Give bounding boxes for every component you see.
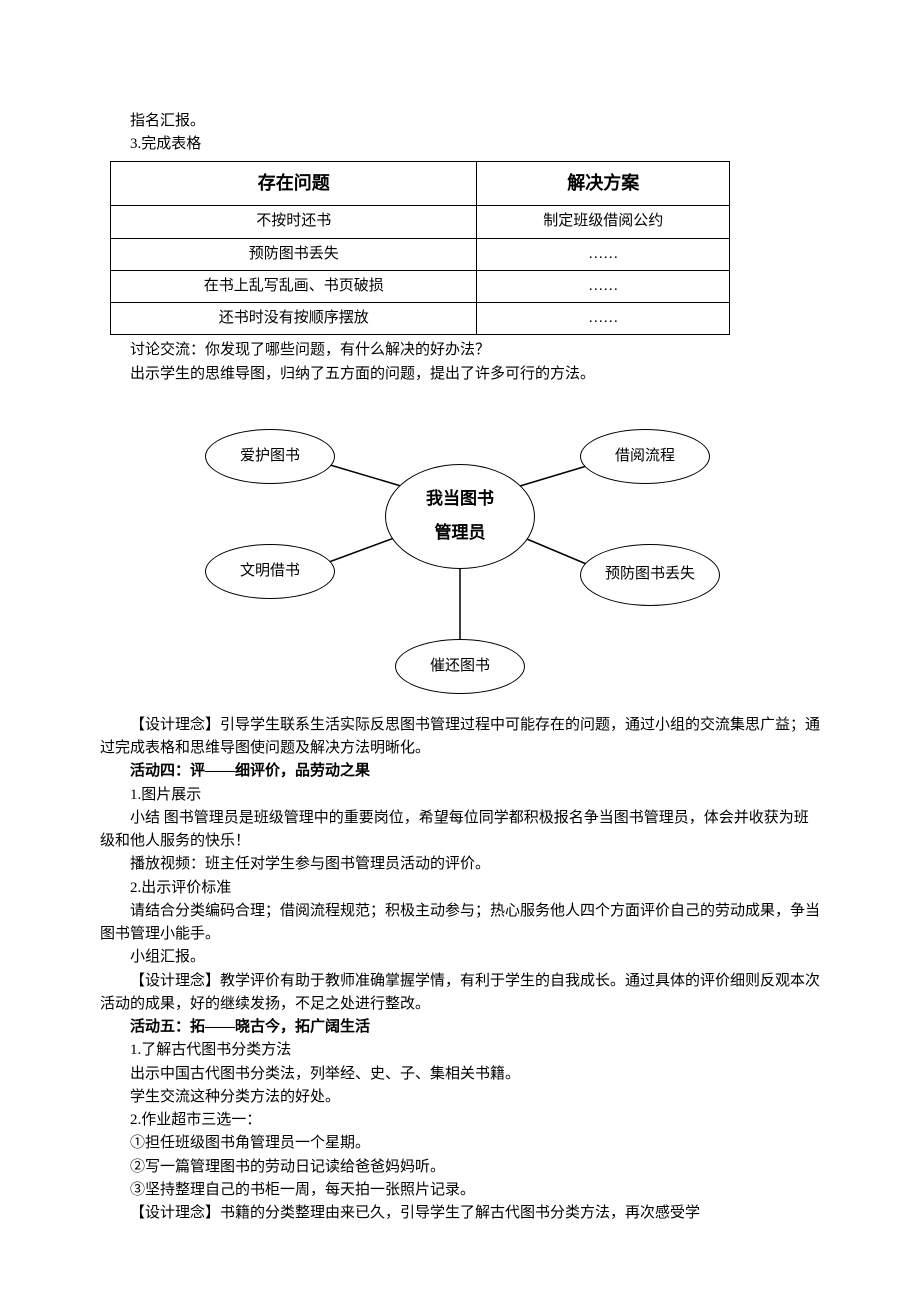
text-line: ②写一篇管理图书的劳动日记读给爸爸妈妈听。 xyxy=(100,1156,820,1179)
table-cell: 预防图书丢失 xyxy=(111,238,477,270)
text-line: 学生交流这种分类方法的好处。 xyxy=(100,1086,820,1109)
text-line: 小结 图书管理员是班级管理中的重要岗位，希望每位同学都积极报名争当图书管理员，体… xyxy=(100,807,820,854)
mindmap-node-bottom: 催还图书 xyxy=(395,639,525,694)
table-cell: …… xyxy=(477,303,730,335)
table-row: 还书时没有按顺序摆放 …… xyxy=(111,303,730,335)
problems-table: 存在问题 解决方案 不按时还书 制定班级借阅公约 预防图书丢失 …… 在书上乱写… xyxy=(110,161,730,336)
text-line: ①担任班级图书角管理员一个星期。 xyxy=(100,1132,820,1155)
mindmap-node-top-right: 借阅流程 xyxy=(580,429,710,484)
mindmap-node-mid-right: 预防图书丢失 xyxy=(580,544,720,606)
table-header-solution: 解决方案 xyxy=(477,161,730,206)
text-line: 3.完成表格 xyxy=(100,133,820,156)
text-line: ③坚持整理自己的书柜一周，每天拍一张照片记录。 xyxy=(100,1179,820,1202)
table-cell: …… xyxy=(477,238,730,270)
mindmap-node-mid-left: 文明借书 xyxy=(205,544,335,599)
mindmap-container: 我当图书 管理员 爱护图书 借阅流程 文明借书 预防图书丢失 催还图书 xyxy=(100,404,820,704)
table-cell: 还书时没有按顺序摆放 xyxy=(111,303,477,335)
text-line: 小组汇报。 xyxy=(100,946,820,969)
text-line: 播放视频：班主任对学生参与图书管理员活动的评价。 xyxy=(100,853,820,876)
text-line: 出示学生的思维导图，归纳了五方面的问题，提出了许多可行的方法。 xyxy=(100,363,820,386)
activity4-title: 活动四：评——细评价，品劳动之果 xyxy=(100,760,820,783)
text-line: 1.了解古代图书分类方法 xyxy=(100,1039,820,1062)
text-line: 请结合分类编码合理；借阅流程规范；积极主动参与；热心服务他人四个方面评价自己的劳… xyxy=(100,900,820,947)
table-cell: 在书上乱写乱画、书页破损 xyxy=(111,270,477,302)
table-row: 在书上乱写乱画、书页破损 …… xyxy=(111,270,730,302)
design-note: 【设计理念】引导学生联系生活实际反思图书管理过程中可能存在的问题，通过小组的交流… xyxy=(100,714,820,761)
text-line: 2.出示评价标准 xyxy=(100,877,820,900)
table-cell: …… xyxy=(477,270,730,302)
table-row: 不按时还书 制定班级借阅公约 xyxy=(111,206,730,238)
text-line: 讨论交流：你发现了哪些问题，有什么解决的好办法？ xyxy=(100,339,820,362)
mindmap-center-node: 我当图书 管理员 xyxy=(385,464,535,569)
table-header-problem: 存在问题 xyxy=(111,161,477,206)
text-line: 1.图片展示 xyxy=(100,784,820,807)
text-line: 出示中国古代图书分类法，列举经、史、子、集相关书籍。 xyxy=(100,1063,820,1086)
mindmap-center-line2: 管理员 xyxy=(426,516,494,550)
table-cell: 制定班级借阅公约 xyxy=(477,206,730,238)
design-note: 【设计理念】书籍的分类整理由来已久，引导学生了解古代图书分类方法，再次感受学 xyxy=(100,1202,820,1225)
text-line: 2.作业超市三选一： xyxy=(100,1109,820,1132)
design-note: 【设计理念】教学评价有助于教师准确掌握学情，有利于学生的自我成长。通过具体的评价… xyxy=(100,970,820,1017)
table-cell: 不按时还书 xyxy=(111,206,477,238)
activity5-title: 活动五：拓——晓古今，拓广阔生活 xyxy=(100,1016,820,1039)
table-row: 预防图书丢失 …… xyxy=(111,238,730,270)
mindmap-center-line1: 我当图书 xyxy=(426,482,494,516)
mindmap-node-top-left: 爱护图书 xyxy=(205,429,335,484)
text-line: 指名汇报。 xyxy=(100,110,820,133)
